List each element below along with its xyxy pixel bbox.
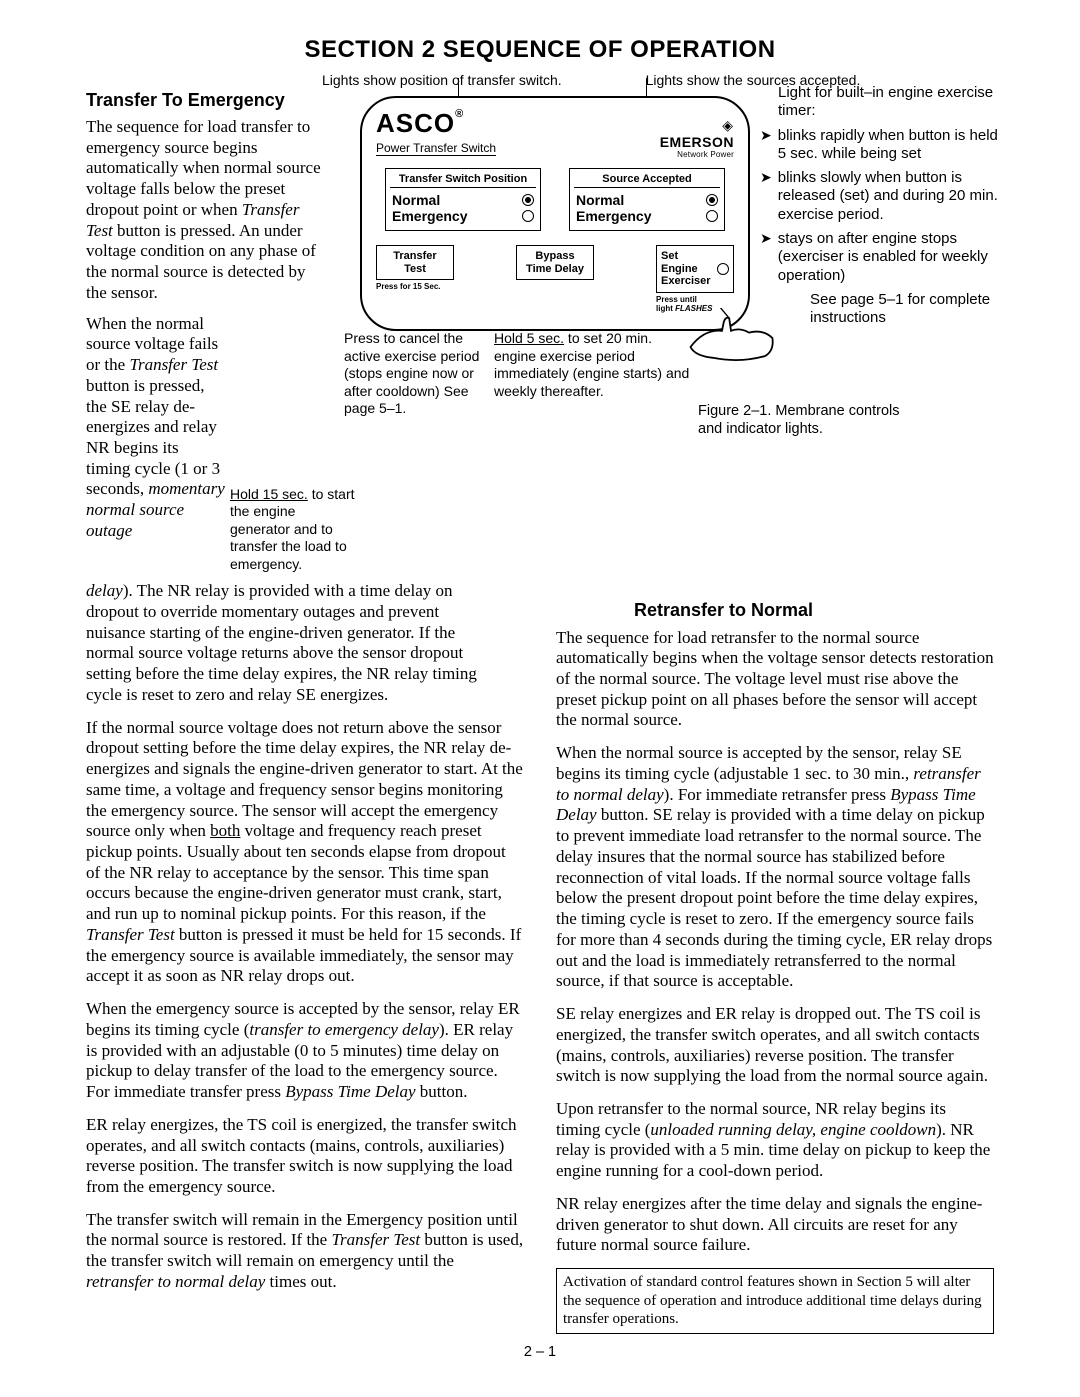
- callout-tsp-lights: Lights show position of transfer switch.: [322, 72, 562, 88]
- figure-caption: Figure 2–1. Membrane controls and indica…: [698, 402, 906, 438]
- rt-para-2: When the normal source is accepted by th…: [556, 743, 994, 992]
- under-callouts: Press to cancel the active exercise peri…: [206, 330, 906, 438]
- led-exerciser: [717, 263, 729, 275]
- rt-para-3: SE relay energizes and ER relay is dropp…: [556, 1004, 994, 1087]
- te-para-4: When the emergency source is accepted by…: [86, 999, 524, 1103]
- callout-cancel-exercise: Press to cancel the active exercise peri…: [344, 330, 494, 438]
- page-number: 2 – 1: [86, 1344, 994, 1360]
- rt-para-4: Upon retransfer to the normal source, NR…: [556, 1099, 994, 1182]
- btn-set-engine-exerciser[interactable]: Set EngineExerciser Press untillight FLA…: [656, 245, 734, 313]
- te-para-1: The sequence for load transfer to emerge…: [86, 117, 328, 304]
- heading-retransfer: Retransfer to Normal: [634, 600, 994, 622]
- led-sa-emergency: [706, 210, 718, 222]
- te-para-2-rest: delay). The NR relay is provided with a …: [86, 581, 486, 705]
- brand-emerson: ◈ EMERSON Network Power: [660, 117, 734, 159]
- note-box: Activation of standard control features …: [556, 1268, 994, 1334]
- led-sa-normal: [706, 194, 718, 206]
- btn-transfer-test[interactable]: TransferTest Press for 15 Sec.: [376, 245, 454, 291]
- heading-transfer-emergency: Transfer To Emergency: [86, 90, 328, 111]
- rt-para-1: The sequence for load retransfer to the …: [556, 628, 994, 732]
- brand-asco: ASCO®: [376, 108, 464, 138]
- section-title: SECTION 2 SEQUENCE OF OPERATION: [86, 36, 994, 64]
- sa-box: Source Accepted Normal Emergency: [569, 168, 725, 231]
- exerciser-light-notes: Light for built–in engine exercise timer…: [760, 84, 1000, 328]
- te-para-6: The transfer switch will remain in the E…: [86, 1210, 524, 1293]
- tsp-box: Transfer Switch Position Normal Emergenc…: [385, 168, 541, 231]
- callout-hold-15: Hold 15 sec. to start the engine generat…: [230, 486, 358, 574]
- led-tsp-normal: [522, 194, 534, 206]
- pts-label: Power Transfer Switch: [376, 141, 496, 156]
- te-para-2-start: When the normal source voltage fails or …: [86, 314, 226, 542]
- callout-hold-5: Hold 5 sec. to set 20 min. engine exerci…: [494, 330, 694, 438]
- btn-bypass-time-delay[interactable]: BypassTime Delay: [516, 245, 594, 280]
- rt-para-5: NR relay energizes after the time delay …: [556, 1194, 994, 1256]
- led-tsp-emergency: [522, 210, 534, 222]
- te-para-3: If the normal source voltage does not re…: [86, 718, 524, 988]
- membrane-panel: ASCO® Power Transfer Switch ◈ EMERSON Ne…: [360, 96, 750, 331]
- te-para-5: ER relay energizes, the TS coil is energ…: [86, 1115, 524, 1198]
